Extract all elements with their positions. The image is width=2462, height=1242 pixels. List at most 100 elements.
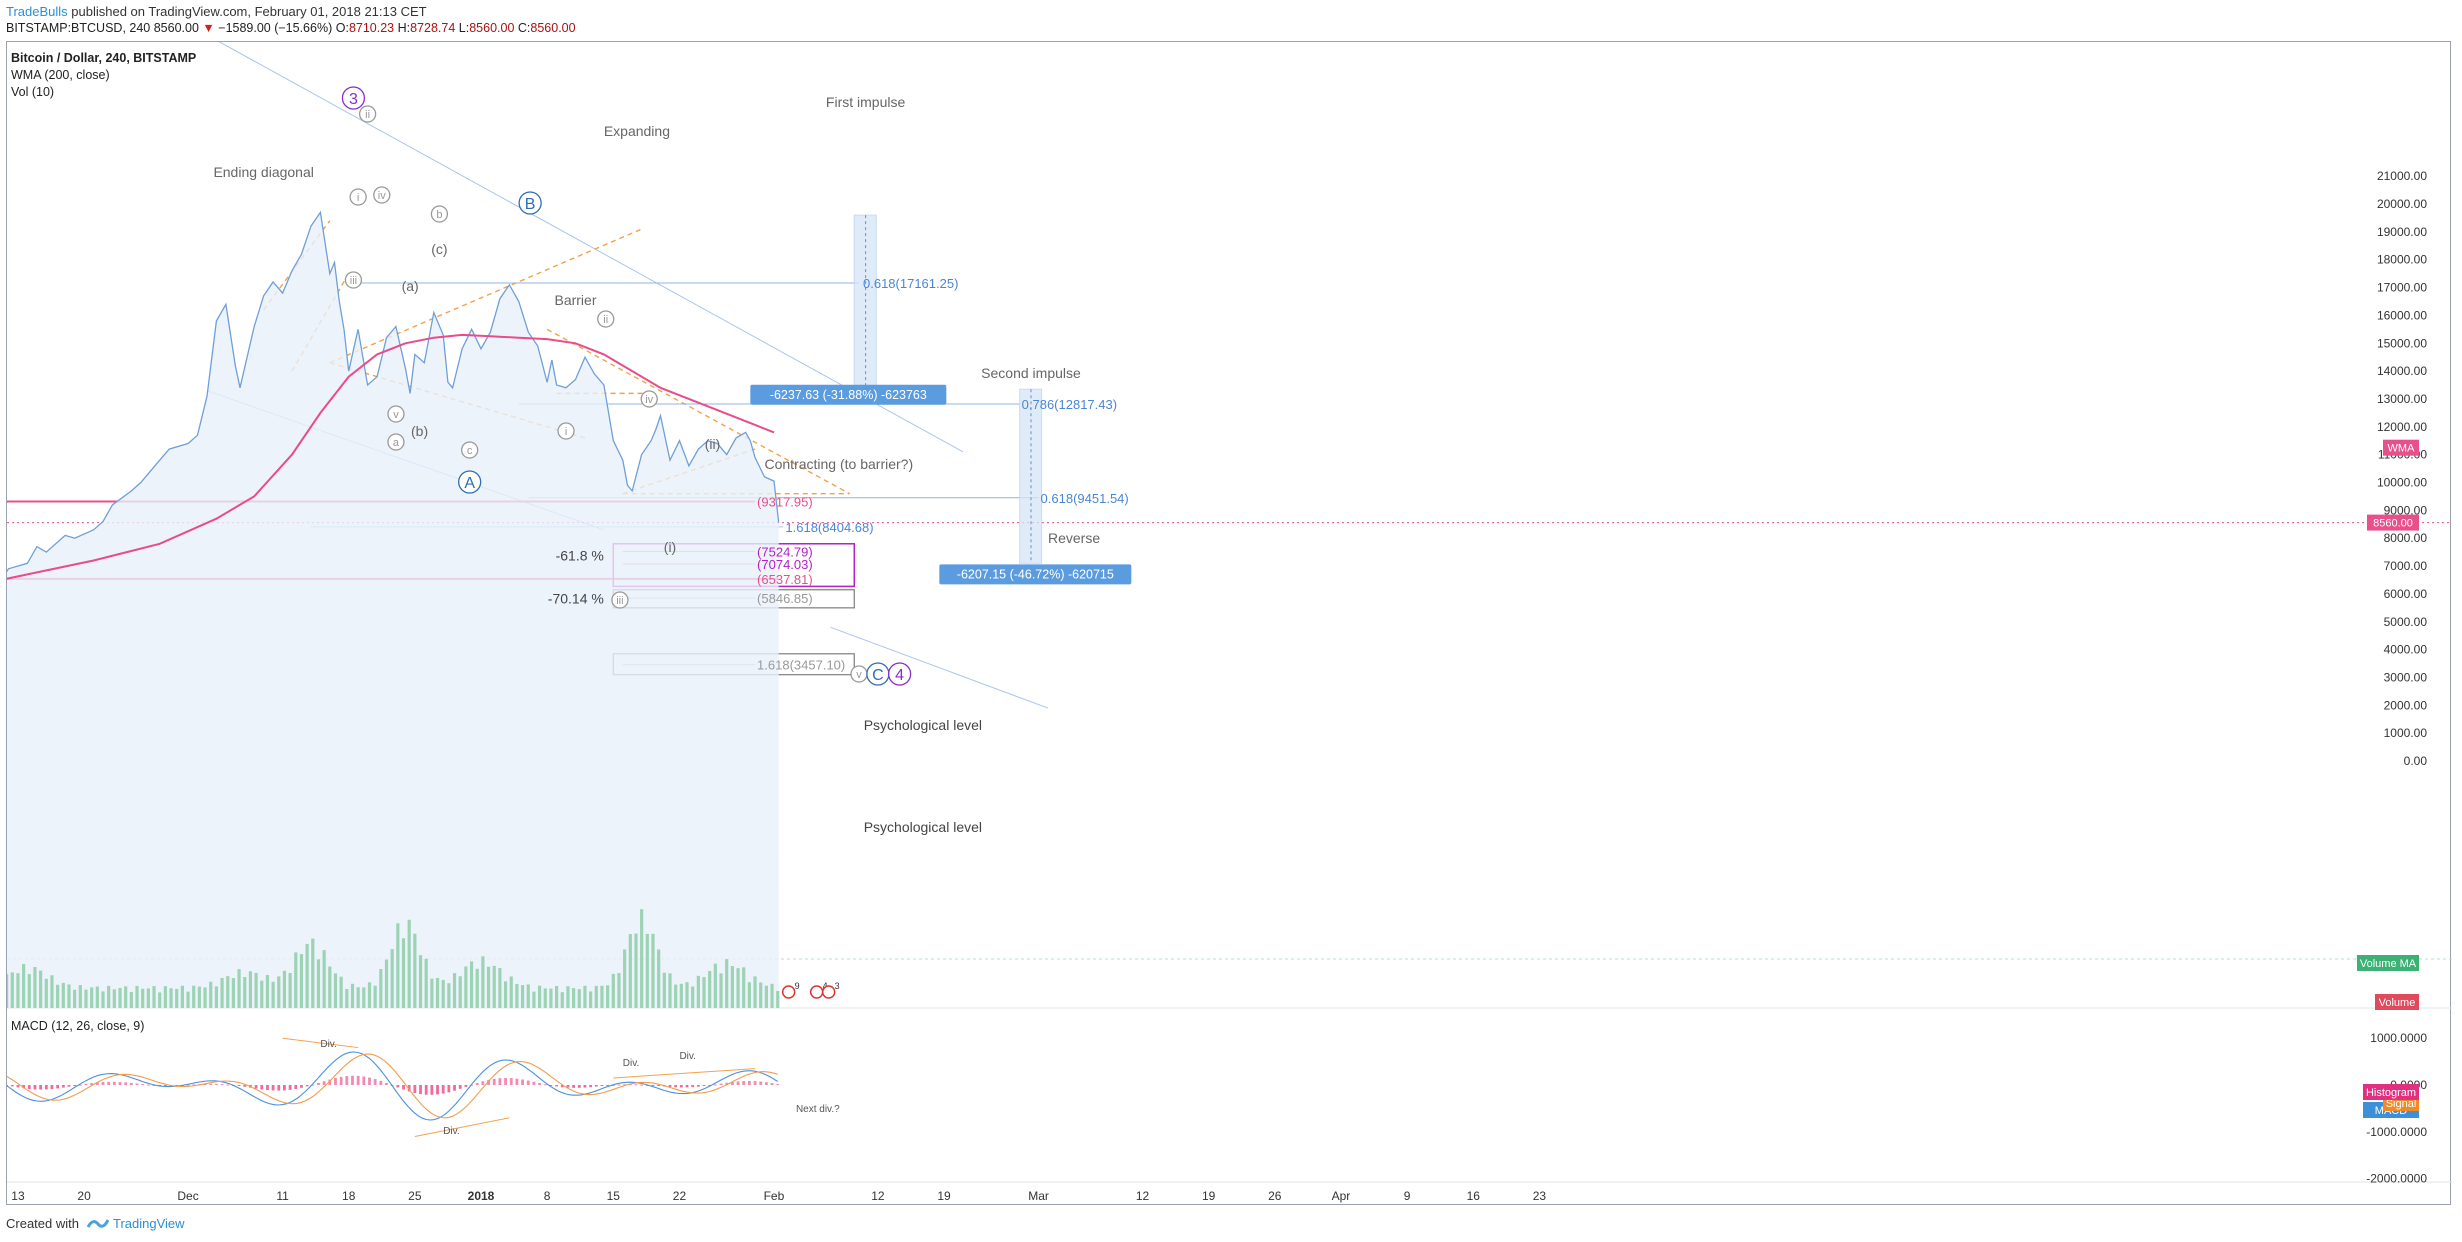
macd-div-label: Div. xyxy=(623,1058,639,1069)
wave-label-circle xyxy=(557,422,575,440)
y-tick-label: 4000.00 xyxy=(2384,643,2428,657)
volume-bar xyxy=(7,973,9,1008)
volume-bar xyxy=(753,976,757,1008)
macd-histogram-bar xyxy=(33,1085,37,1090)
macd-histogram-bar xyxy=(129,1082,133,1085)
publisher-name[interactable]: TradeBulls xyxy=(6,4,68,19)
macd-histogram-bar xyxy=(725,1082,729,1085)
y-tick-label: 18000.00 xyxy=(2377,253,2427,267)
macd-histogram-bar xyxy=(260,1085,264,1090)
volume-bar xyxy=(572,988,576,1008)
macd-histogram-bar xyxy=(674,1085,678,1088)
volume-bar xyxy=(515,983,519,1008)
volume-bar xyxy=(356,987,360,1008)
macd-histogram-bar xyxy=(61,1085,65,1088)
volume-bar xyxy=(640,909,644,1008)
volume-bar xyxy=(458,976,462,1008)
macd-histogram-bar xyxy=(402,1085,405,1090)
macd-histogram-bar xyxy=(464,1085,468,1087)
volume-bar xyxy=(424,958,428,1008)
volume-bar xyxy=(452,973,457,1008)
channel-lower-line xyxy=(830,626,1049,709)
volume-bar xyxy=(67,984,71,1008)
y-tick-label: 8000.00 xyxy=(2384,531,2428,545)
volume-bar xyxy=(333,973,338,1008)
volume-bar xyxy=(651,933,655,1008)
wave-label: (b) xyxy=(411,423,428,439)
measure-badge xyxy=(750,384,947,405)
macd-histogram-bar xyxy=(10,1085,14,1087)
macd-histogram-bar xyxy=(526,1080,530,1085)
macd-histogram-bar xyxy=(679,1085,683,1088)
volume-bar xyxy=(50,975,54,1008)
y-tick-label: 12000.00 xyxy=(2377,420,2427,434)
volume-bar xyxy=(668,973,672,1008)
x-tick-label: 18 xyxy=(342,1189,356,1203)
histogram-badge-text: Histogram xyxy=(2366,1087,2416,1099)
volume-bar xyxy=(316,959,321,1008)
volume-bar xyxy=(282,970,287,1008)
volume-bar xyxy=(44,978,48,1008)
macd-histogram-bar xyxy=(498,1078,502,1085)
chart-canvas[interactable]: Bitcoin / Dollar, 240, BITSTAMP WMA (200,… xyxy=(7,42,2452,1206)
chart-frame[interactable]: Bitcoin / Dollar, 240, BITSTAMP WMA (200,… xyxy=(6,41,2452,1206)
wave-label-circle xyxy=(349,188,367,206)
wave-label-circle xyxy=(344,271,363,289)
text-label: Barrier xyxy=(554,292,596,308)
volume-bar xyxy=(520,985,525,1008)
fib-label: 0.786(12817.43) xyxy=(1022,397,1117,412)
volume-bar xyxy=(713,963,717,1008)
histogram-badge xyxy=(2363,1084,2419,1100)
macd-histogram-bar xyxy=(396,1085,400,1088)
volume-bar xyxy=(708,970,712,1008)
legend-title: Bitcoin / Dollar, 240, BITSTAMP xyxy=(11,51,196,65)
macd-histogram-bar xyxy=(509,1078,513,1085)
macd-histogram-bar xyxy=(90,1083,94,1085)
volume-bar xyxy=(645,933,649,1008)
volume-bar xyxy=(543,988,547,1008)
macd-histogram-bar xyxy=(611,1084,615,1086)
macd-histogram-bar xyxy=(351,1075,354,1085)
wave-label: (i) xyxy=(664,539,676,555)
macd-histogram-bar xyxy=(470,1084,473,1086)
macd-histogram-bar xyxy=(220,1084,224,1086)
volume-bar xyxy=(401,938,406,1008)
volume-bar xyxy=(22,963,26,1008)
macd-div-label: Div. xyxy=(320,1039,336,1050)
wave-label: 4 xyxy=(895,667,904,684)
wave-label-circle xyxy=(341,86,366,110)
volume-bar xyxy=(248,971,253,1008)
x-tick-label: 26 xyxy=(1268,1189,1282,1203)
volume-bar xyxy=(549,988,553,1008)
macd-histogram-bar xyxy=(407,1085,411,1092)
ohlc-l-label: L: xyxy=(458,21,470,35)
text-label: Expanding xyxy=(604,123,670,139)
macd-histogram-bar xyxy=(713,1084,717,1086)
wave-label: v xyxy=(856,669,862,681)
wave-label: iv xyxy=(378,190,386,202)
macd-histogram-bar xyxy=(736,1081,740,1085)
volume-bar xyxy=(407,919,411,1008)
volume-bar xyxy=(725,959,729,1008)
fib-label: 1.618(8404.68) xyxy=(785,520,873,535)
volume-bar xyxy=(736,968,740,1008)
macd-histogram-bar xyxy=(203,1083,207,1085)
wave-label-circle xyxy=(458,470,482,494)
y-tick-label: 10000.00 xyxy=(2377,476,2427,490)
volume-bar xyxy=(719,973,723,1008)
macd-histogram-bar xyxy=(368,1077,371,1085)
tradingview-logo-icon xyxy=(86,1219,109,1228)
macd-histogram-bar xyxy=(696,1085,700,1087)
volume-bar xyxy=(537,985,542,1008)
event-count: 4 xyxy=(823,981,828,991)
volume-bar xyxy=(243,977,247,1008)
price-badge xyxy=(2367,514,2419,531)
tradingview-link[interactable]: TradingView xyxy=(112,1216,185,1231)
y-tick-label: 6000.00 xyxy=(2384,587,2428,601)
volume-bar xyxy=(163,986,167,1008)
y-tick-label: 17000.00 xyxy=(2377,281,2427,295)
volume-bar xyxy=(441,979,445,1008)
volume-bar xyxy=(396,923,400,1008)
measure-badge-text: -6207.15 (-46.72%) -620715 xyxy=(957,567,1114,581)
target-label: 1.618(3457.10) xyxy=(757,658,845,673)
